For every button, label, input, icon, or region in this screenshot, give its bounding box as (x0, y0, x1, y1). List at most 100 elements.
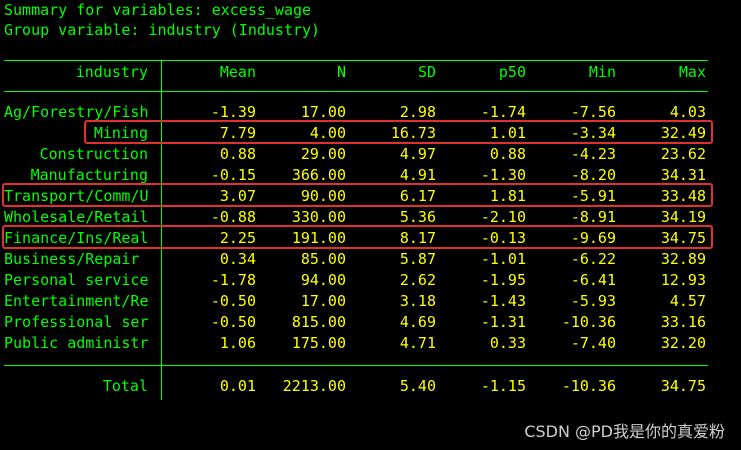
row-label: Transport/Comm/U (4, 187, 149, 205)
cell-n: 815.00 (291, 313, 346, 331)
cell-sd: 2.98 (399, 103, 436, 121)
table-row: Ag/Forestry/Fish -1.39 17.00 2.98 -1.74 -7.56… (0, 102, 741, 123)
cell-max: 32.49 (660, 124, 706, 142)
cell-sd: 3.18 (399, 292, 436, 310)
cell-max: 33.16 (660, 313, 706, 331)
cell-min: -9.69 (570, 229, 616, 247)
row-label: Personal service (4, 271, 149, 289)
total-rule (4, 365, 708, 366)
cell-mean: 3.07 (219, 187, 256, 205)
cell-n: 366.00 (291, 166, 346, 184)
table-row: Construction 0.88 29.00 4.97 0.88 -4.23 23.62 (0, 144, 741, 165)
cell-max: 23.62 (660, 145, 706, 163)
cell-sd: 5.87 (399, 250, 436, 268)
cell-n: 90.00 (300, 187, 346, 205)
cell-min: -7.56 (570, 103, 616, 121)
table-row: Business/Repair 0.34 85.00 5.87 -1.01 -6.22 32… (0, 249, 741, 270)
cell-mean: -0.50 (210, 292, 256, 310)
cell-max: 32.20 (660, 334, 706, 352)
cell-p50: -1.30 (480, 166, 526, 184)
cell-mean: -0.88 (210, 208, 256, 226)
group-variable-line: Group variable: industry (Industry) (4, 21, 321, 39)
cell-sd: 4.91 (399, 166, 436, 184)
col-header-industry: industry (75, 63, 148, 81)
cell-min: -5.91 (570, 187, 616, 205)
table-total-row: Total 0.01 2213.00 5.40 -1.15 -10.36 34.… (0, 376, 741, 397)
col-header-p50: p50 (498, 63, 526, 81)
cell-sd: 4.71 (399, 334, 436, 352)
cell-n: 85.00 (300, 250, 346, 268)
cell-min: -3.34 (570, 124, 616, 142)
highlight-box (84, 120, 713, 144)
csdn-watermark: CSDN @PD我是你的真爱粉 (524, 422, 725, 441)
table-row: Finance/Ins/Real 2.25 191.00 8.17 -0.13 -9.69… (0, 228, 741, 249)
cell-p50: -1.43 (480, 292, 526, 310)
row-label: Wholesale/Retail (4, 208, 149, 226)
row-label: Manufacturing (30, 166, 148, 184)
row-label: Ag/Forestry/Fish (4, 103, 149, 121)
cell-min: -5.93 (570, 292, 616, 310)
cell-min: -6.41 (570, 271, 616, 289)
cell-p50: -2.10 (480, 208, 526, 226)
cell-p50: -1.01 (480, 250, 526, 268)
cell-p50: 0.33 (489, 334, 526, 352)
cell-max: 33.48 (660, 187, 706, 205)
row-label: Entertainment/Re (4, 292, 149, 310)
cell-sd: 4.69 (399, 313, 436, 331)
cell-min: -10.36 (561, 313, 616, 331)
cell-min: -6.22 (570, 250, 616, 268)
cell-p50: 1.81 (489, 187, 526, 205)
cell-p50: -1.31 (480, 313, 526, 331)
col-header-mean: Mean (219, 63, 256, 81)
cell-mean: 2.25 (219, 229, 256, 247)
row-label: Construction (39, 145, 148, 163)
cell-max: 12.93 (660, 271, 706, 289)
cell-mean: -0.50 (210, 313, 256, 331)
cell-min: -8.20 (570, 166, 616, 184)
table-row: Manufacturing -0.15 366.00 4.91 -1.30 -8.20 34… (0, 165, 741, 186)
cell-mean: -1.78 (210, 271, 256, 289)
cell-p50: 0.88 (489, 145, 526, 163)
cell-mean: -1.39 (210, 103, 256, 121)
cell-min: -8.91 (570, 208, 616, 226)
table-row: Wholesale/Retail -0.88 330.00 5.36 -2.10 -8.9… (0, 207, 741, 228)
cell-n: 191.00 (291, 229, 346, 247)
total-min: -10.36 (561, 377, 616, 395)
cell-sd: 2.62 (399, 271, 436, 289)
cell-n: 94.00 (300, 271, 346, 289)
cell-max: 4.57 (669, 292, 706, 310)
cell-max: 4.03 (669, 103, 706, 121)
table-row: Personal service -1.78 94.00 2.62 -1.95 -6.41… (0, 270, 741, 291)
row-label: Public administr (4, 334, 149, 352)
cell-n: 29.00 (300, 145, 346, 163)
cell-sd: 6.17 (399, 187, 436, 205)
total-mean: 0.01 (219, 377, 256, 395)
cell-mean: 1.06 (219, 334, 256, 352)
cell-p50: -1.74 (480, 103, 526, 121)
cell-max: 32.89 (660, 250, 706, 268)
cell-min: -7.40 (570, 334, 616, 352)
col-header-sd: SD (417, 63, 436, 81)
table-row: Entertainment/Re -0.50 17.00 3.18 -1.43 -5.93… (0, 291, 741, 312)
total-p50: -1.15 (480, 377, 526, 395)
total-sd: 5.40 (399, 377, 436, 395)
row-label: Finance/Ins/Real (4, 229, 149, 247)
cell-n: 4.00 (309, 124, 346, 142)
cell-mean: -0.15 (210, 166, 256, 184)
table-row: Public administr 1.06 175.00 4.71 0.33 -7.40 3… (0, 333, 741, 354)
cell-mean: 0.88 (219, 145, 256, 163)
table-header-row: industry Mean N SD p50 Min Max (0, 62, 741, 83)
cell-n: 17.00 (300, 103, 346, 121)
table-vertical-rule (161, 60, 162, 400)
table-row: Mining 7.79 4.00 16.73 1.01 -3.34 32.49 (0, 123, 741, 144)
table-top-rule (4, 60, 708, 61)
col-header-max: Max (678, 63, 706, 81)
row-label: Business/Repair (4, 250, 140, 268)
highlight-box (2, 183, 713, 207)
cell-p50: 1.01 (489, 124, 526, 142)
highlight-box (2, 225, 713, 249)
cell-n: 175.00 (291, 334, 346, 352)
total-n: 2213.00 (282, 377, 346, 395)
cell-sd: 4.97 (399, 145, 436, 163)
